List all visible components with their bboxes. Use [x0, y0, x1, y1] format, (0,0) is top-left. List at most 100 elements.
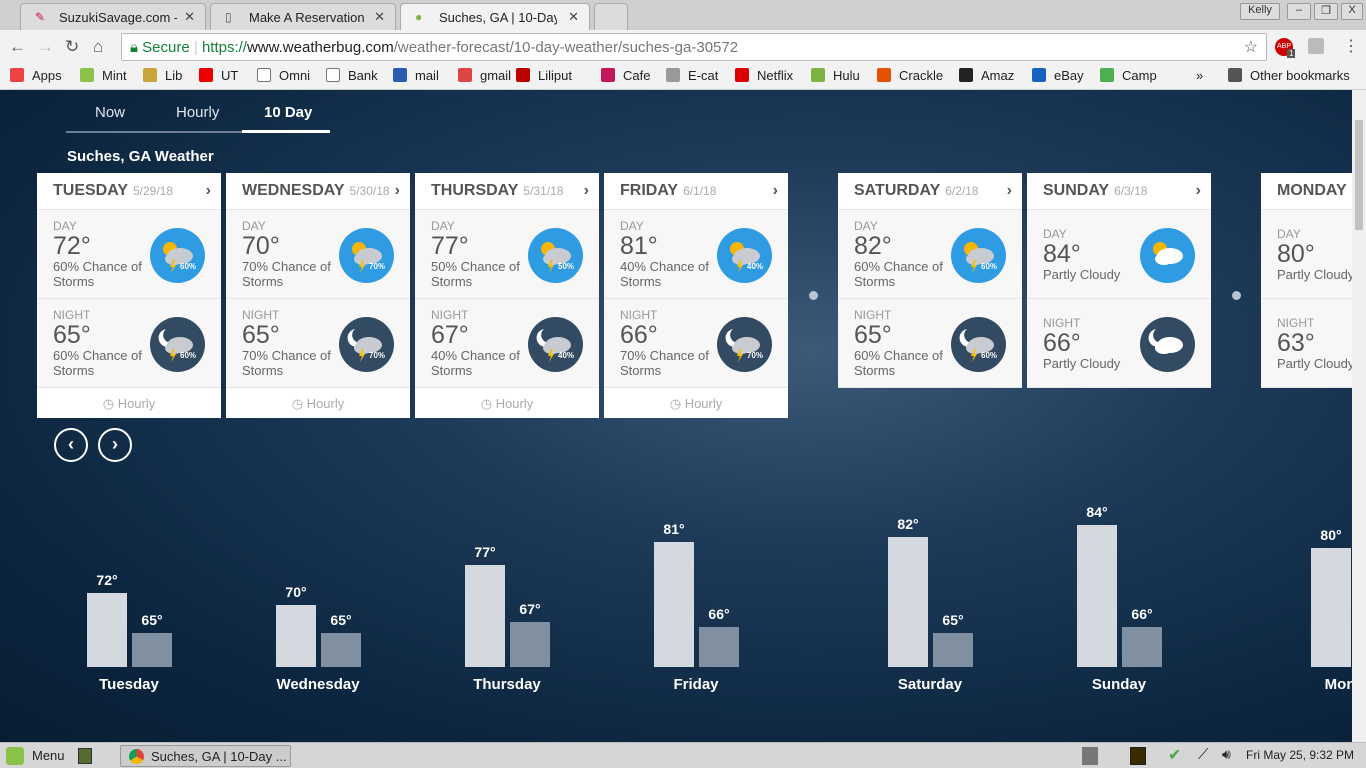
hourly-link[interactable]: ◷ Hourly [37, 388, 221, 418]
chevron-right-icon[interactable]: › [772, 182, 778, 199]
feather-icon: ✎ [35, 10, 46, 24]
terminal-icon[interactable] [78, 748, 92, 764]
low-bar [321, 632, 361, 667]
tab-now[interactable]: Now [95, 104, 126, 121]
system-monitor-icon[interactable] [1130, 747, 1146, 765]
hourly-link[interactable]: ◷ Hourly [604, 388, 788, 418]
chevron-right-icon[interactable]: › [205, 182, 211, 199]
night-section: NIGHT 67° 40% Chance of Storms 40% [415, 299, 599, 388]
carousel-dot[interactable] [809, 291, 818, 300]
low-bar [510, 621, 550, 667]
high-bar-label: 82° [897, 515, 919, 532]
bookmark-mint[interactable]: Mint [80, 68, 127, 83]
hourly-link[interactable]: ◷ Hourly [415, 388, 599, 418]
star-icon[interactable]: ☆ [1243, 39, 1258, 56]
close-window-button[interactable]: X [1341, 3, 1363, 20]
tab-hourly[interactable]: Hourly [176, 104, 220, 121]
bookmark-favicon-icon [199, 68, 213, 82]
forecast-card-thursday[interactable]: THURSDAY 5/31/18 › DAY 77° 50% Chance of Stor… [415, 173, 599, 418]
svg-text:60%: 60% [180, 262, 196, 271]
scrollbar[interactable] [1352, 90, 1366, 742]
bookmark-favicon-icon [143, 68, 157, 82]
forecast-card-tuesday[interactable]: TUESDAY 5/29/18 › DAY 72° 60% Chance of Storm… [37, 173, 221, 418]
bookmark-mail[interactable]: mail [393, 68, 439, 83]
low-bar-label: 66° [1131, 606, 1153, 623]
chevron-right-icon[interactable]: › [1006, 182, 1012, 199]
weatherbug-icon: ● [415, 10, 423, 24]
day-name: THURSDAY [431, 182, 519, 199]
bookmark-lib[interactable]: Lib [143, 68, 182, 83]
bookmark-ut[interactable]: UT [199, 68, 238, 83]
page-title: Suches, GA Weather [67, 148, 214, 165]
profile-button[interactable]: Kelly [1240, 3, 1280, 20]
high-bar [888, 536, 928, 667]
chart-day-label: Thursday [473, 676, 541, 693]
shield-icon[interactable]: ✔ [1168, 747, 1182, 764]
volume-icon[interactable]: 🔊︎ [1222, 746, 1231, 762]
menu-button[interactable]: Menu [32, 748, 65, 763]
night-description: 60% Chance of Storms [53, 348, 142, 378]
forecast-card-friday[interactable]: FRIDAY 6/1/18 › DAY 81° 40% Chance of Storms 4… [604, 173, 788, 418]
bookmark-ebay[interactable]: eBay [1032, 68, 1084, 83]
menu-icon[interactable]: ⋮ [1343, 38, 1359, 55]
bookmark-gmail[interactable]: gmail [458, 68, 511, 83]
extension-icon[interactable] [1308, 38, 1324, 54]
minimize-button[interactable]: – [1287, 3, 1311, 20]
close-tab-icon[interactable]: ✕ [184, 9, 195, 24]
next-button[interactable]: › [98, 428, 132, 462]
thunderstorm-day-icon: 60% [951, 228, 1006, 283]
bookmark-bank[interactable]: Bank [326, 68, 378, 83]
address-bar[interactable]: 🔒︎ Secure | https://www.weatherbug.com/w… [121, 33, 1267, 61]
carousel-dot[interactable] [1232, 291, 1241, 300]
tab-reservation[interactable]: ▯Make A Reservation | Tw✕ [210, 3, 396, 30]
day-name: SUNDAY [1043, 182, 1110, 199]
reload-icon[interactable]: ↻ [65, 37, 80, 56]
other-bookmarks[interactable]: Other bookmarks [1228, 68, 1350, 83]
chevron-right-icon[interactable]: › [394, 182, 400, 199]
hourly-link[interactable]: ◷ Hourly [226, 388, 410, 418]
close-tab-icon[interactable]: ✕ [568, 9, 579, 24]
tab-suzukisavage[interactable]: ✎SuzukiSavage.com - TRI✕ [20, 3, 206, 30]
new-tab-button[interactable] [594, 3, 628, 30]
forward-icon[interactable]: → [37, 37, 54, 56]
chevron-right-icon[interactable]: › [583, 182, 589, 199]
tab-weatherbug[interactable]: ●Suches, GA | 10-Day We✕ [400, 3, 590, 30]
bookmark-cafe[interactable]: Cafe [601, 68, 650, 83]
close-tab-icon[interactable]: ✕ [374, 9, 385, 24]
night-description: 70% Chance of Storms [242, 348, 331, 378]
calculator-icon[interactable] [1082, 747, 1098, 765]
bookmark-omni[interactable]: Omni [257, 68, 310, 83]
home-icon[interactable]: ⌂ [93, 37, 104, 56]
bookmark-crackle[interactable]: Crackle [877, 68, 943, 83]
chevron-right-icon[interactable]: › [1195, 182, 1201, 199]
bookmark-amaz[interactable]: Amaz [959, 68, 1014, 83]
forecast-card-wednesday[interactable]: WEDNESDAY 5/30/18 › DAY 70° 70% Chance of Sto… [226, 173, 410, 418]
tab-10-day[interactable]: 10 Day [264, 104, 313, 121]
back-icon[interactable]: ← [9, 37, 26, 56]
night-section: NIGHT 65° 60% Chance of Storms 60% [37, 299, 221, 388]
network-icon[interactable]: ⟋ [1198, 746, 1209, 763]
forecast-card-saturday[interactable]: SATURDAY 6/2/18 › DAY 82° 60% Chance of Storm… [838, 173, 1022, 388]
svg-text:40%: 40% [747, 262, 763, 271]
more-bookmarks-button[interactable]: » [1196, 68, 1204, 83]
bookmark-e-cat[interactable]: E-cat [666, 68, 718, 83]
night-section: NIGHT 66° 70% Chance of Storms 70% [604, 299, 788, 388]
taskbar: Menu Suches, GA | 10-Day ... ✔ ⟋ 🔊︎ Fri … [0, 742, 1366, 768]
day-date: 6/1/18 [683, 184, 717, 198]
forecast-card-sunday[interactable]: SUNDAY 6/3/18 › DAY 84° Partly Cloudy NIGHT 66°… [1027, 173, 1211, 388]
bookmark-apps[interactable]: Apps [10, 68, 62, 83]
day-description: 60% Chance of Storms [53, 259, 142, 289]
bookmark-camp[interactable]: Camp [1100, 68, 1157, 83]
thunderstorm-day-icon: 70% [339, 228, 394, 283]
night-description: 40% Chance of Storms [431, 348, 520, 378]
bookmark-hulu[interactable]: Hulu [811, 68, 860, 83]
day-temp: 84° [1043, 240, 1081, 268]
bookmark-liliput[interactable]: Liliput [516, 68, 572, 83]
bookmark-favicon-icon [1032, 68, 1046, 82]
bookmark-netflix[interactable]: Netflix [735, 68, 793, 83]
restore-button[interactable]: ❐ [1314, 3, 1338, 20]
taskbar-window-chrome[interactable]: Suches, GA | 10-Day ... [120, 745, 291, 767]
prev-button[interactable]: ‹ [54, 428, 88, 462]
clock-icon: ◷ [669, 396, 685, 411]
